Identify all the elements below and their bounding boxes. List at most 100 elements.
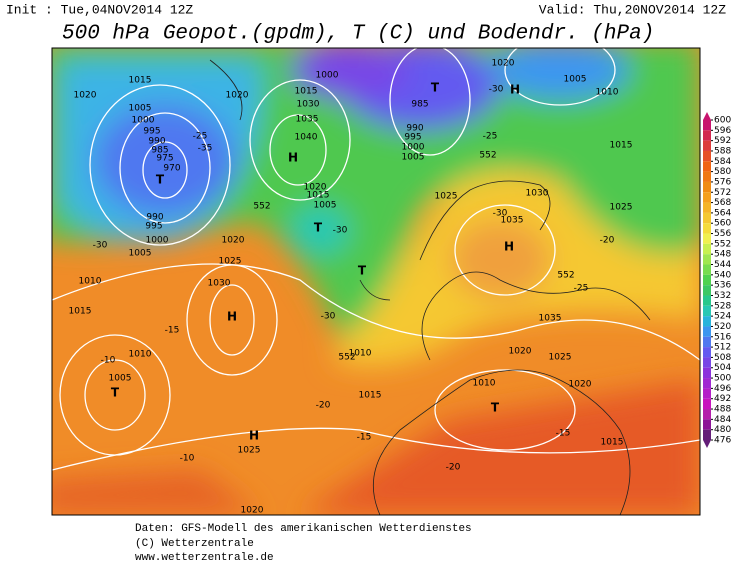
contour-label: 995 [404, 133, 421, 143]
colorbar-label: 484 [714, 415, 731, 425]
colorbar-label: 496 [714, 384, 731, 394]
contour-label: 1005 [402, 153, 425, 163]
colorbar-bin [703, 171, 711, 182]
contour-label: 1020 [241, 506, 264, 516]
colorbar-cap [703, 112, 711, 120]
colorbar-label: 564 [714, 208, 731, 218]
contour-label: -25 [574, 284, 589, 294]
colorbar-label: 592 [714, 136, 731, 146]
colorbar-label: 560 [714, 219, 731, 229]
colorbar-bin [703, 181, 711, 193]
contour-label: 985 [411, 100, 428, 110]
contour-label: 1000 [146, 236, 169, 246]
pressure-center: T [431, 81, 440, 95]
contour-label: 1020 [222, 236, 245, 246]
contour-label: 1030 [208, 279, 231, 289]
contour-label: 1020 [74, 91, 97, 101]
colorbar-label: 516 [714, 332, 731, 342]
colorbar-bin [703, 223, 711, 234]
contour-label: 1035 [296, 115, 319, 125]
colorbar-label: 492 [714, 394, 731, 404]
colorbar-cap [703, 440, 711, 448]
contour-label: 990 [146, 213, 163, 223]
pressure-center: T [358, 264, 367, 278]
colorbar-label: 532 [714, 291, 731, 301]
contour-label: 1020 [226, 91, 249, 101]
colorbar-label: 476 [714, 436, 731, 446]
contour-label: -30 [321, 312, 336, 322]
colorbar-label: 568 [714, 198, 731, 208]
colorbar-label: 600 [714, 116, 731, 126]
contour-label: 1010 [129, 350, 152, 360]
contour-label: -20 [600, 236, 615, 246]
contour-label: 1010 [596, 88, 619, 98]
contour-label: -25 [193, 132, 208, 142]
contour-label: 1000 [402, 143, 425, 153]
colorbar-label: 556 [714, 229, 731, 239]
contour-label: -25 [483, 132, 498, 142]
contour-label: 990 [148, 137, 165, 147]
colorbar-bin [703, 378, 711, 389]
contour-label: 1000 [316, 71, 339, 81]
colorbar-bin [703, 233, 711, 244]
contour-label: 1015 [129, 76, 152, 86]
contour-label: 1015 [601, 438, 624, 448]
pressure-center: H [504, 240, 514, 254]
contour-label: 1025 [238, 446, 261, 456]
colorbar-bin [703, 326, 711, 337]
pressure-center: T [156, 173, 165, 187]
colorbar-bin [703, 130, 711, 141]
contour-label: -15 [556, 429, 571, 439]
contour-label: 1010 [79, 277, 102, 287]
contour-label: 995 [145, 222, 162, 232]
colorbar-bin [703, 347, 711, 358]
colorbar-label: 504 [714, 363, 731, 373]
colorbar-bin [703, 150, 711, 162]
map-frame [51, 47, 701, 516]
pressure-center: H [249, 429, 259, 443]
colorbar-bin [703, 212, 711, 224]
colorbar-bin [703, 295, 711, 306]
contour-label: -30 [493, 209, 508, 219]
contour-label: 1005 [314, 201, 337, 211]
colorbar-bin [703, 192, 711, 203]
colorbar-label: 512 [714, 343, 731, 353]
contour-label: 1015 [359, 391, 382, 401]
colorbar-bin [703, 316, 711, 327]
pressure-center: H [227, 310, 237, 324]
colorbar-bin [703, 285, 711, 296]
contour-label: 1005 [564, 75, 587, 85]
colorbar-label: 544 [714, 260, 731, 270]
contour-label: 552 [479, 151, 496, 161]
contour-label: 1035 [539, 314, 562, 324]
colorbar-bin [703, 305, 711, 317]
colorbar-label: 480 [714, 425, 731, 435]
contour-label: 1010 [349, 349, 372, 359]
colorbar-label: 528 [714, 301, 731, 311]
colorbar-label: 588 [714, 146, 731, 156]
valid-time: Valid: Thu,20NOV2014 12Z [539, 2, 726, 17]
contour-label: 1015 [295, 87, 318, 97]
contour-label: 1015 [69, 307, 92, 317]
colorbar-label: 584 [714, 157, 731, 167]
colorbar-bin [703, 202, 711, 213]
colorbar-bin [703, 336, 711, 348]
colorbar-bin [703, 409, 711, 420]
colorbar-bin [703, 398, 711, 410]
contour-label: 1030 [297, 100, 320, 110]
colorbar-label: 524 [714, 312, 731, 322]
contour-label: 1010 [473, 379, 496, 389]
colorbar-label: 488 [714, 405, 731, 415]
colorbar-bin [703, 367, 711, 379]
colorbar-label: 596 [714, 126, 731, 136]
contour-label: -35 [198, 144, 213, 154]
colorbar-bin [703, 357, 711, 368]
colorbar-bin [703, 140, 711, 151]
contour-label: 1005 [129, 249, 152, 259]
contour-label: 1005 [129, 104, 152, 114]
colorbar-bin [703, 254, 711, 265]
contour-label: 1020 [569, 380, 592, 390]
contour-label: 1030 [526, 189, 549, 199]
contour-label: 552 [338, 353, 355, 363]
